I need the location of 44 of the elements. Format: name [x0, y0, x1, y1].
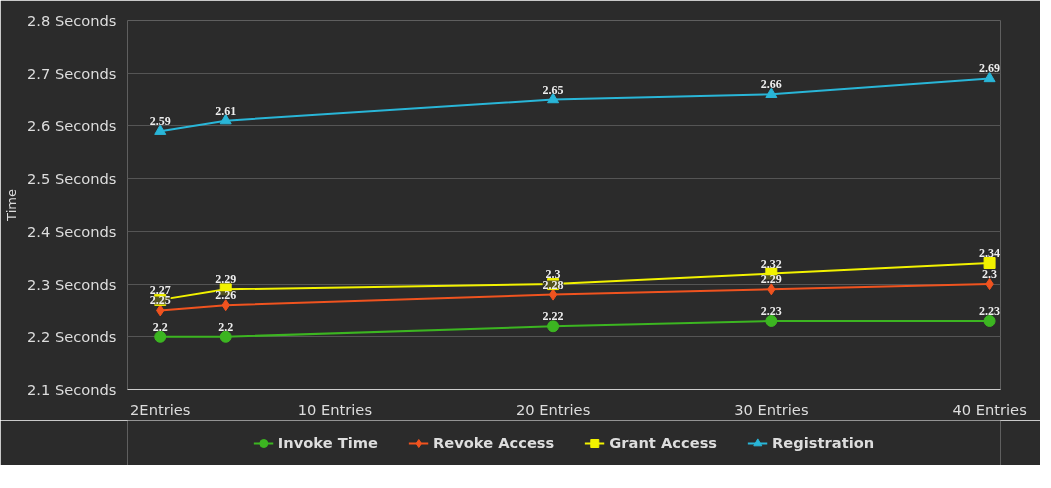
point — [154, 124, 167, 135]
legend-label: Revoke Access — [432, 434, 555, 451]
data-label: 2.2 — [218, 319, 234, 334]
point — [548, 288, 558, 301]
data-label: 2.61 — [215, 103, 237, 118]
y-tick-label: 2.4 Seconds — [26, 222, 117, 240]
x-tick-label: 20 Entries — [515, 400, 591, 418]
data-label: 2.26 — [215, 288, 237, 303]
y-tick-label: 2.8 Seconds — [26, 12, 117, 29]
legend-label: Registration — [772, 434, 875, 451]
data-label: 2.29 — [215, 272, 237, 287]
point — [154, 330, 167, 343]
point — [983, 71, 996, 83]
data-label: 2.34 — [979, 245, 1001, 260]
y-tick-label: 2.6 Seconds — [26, 117, 117, 135]
point — [765, 87, 778, 98]
data-label: 2.3 — [982, 267, 998, 282]
x-tick-label: 2Entries — [130, 400, 191, 418]
data-label: 2.29 — [760, 272, 782, 287]
data-label: 2.23 — [760, 303, 782, 318]
point — [983, 314, 996, 327]
x-tick-label: 30 Entries — [734, 400, 809, 418]
y-tick-label: 2.7 Seconds — [26, 64, 117, 82]
point — [547, 320, 560, 333]
y-axis-title: Time — [3, 189, 19, 222]
y-tick-label: 2.5 Seconds — [26, 170, 117, 188]
y-tick-label: 2.2 Seconds — [26, 328, 117, 346]
point — [219, 330, 232, 343]
data-label: 2.69 — [979, 61, 1001, 76]
legend-label: Invoke Time — [277, 434, 378, 451]
x-tick-label: 10 Entries — [297, 400, 373, 418]
y-tick-label: 2.3 Seconds — [26, 275, 117, 293]
data-label: 2.66 — [760, 77, 782, 92]
data-label: 2.23 — [979, 303, 1001, 318]
data-label: 2.2 — [152, 319, 168, 334]
point — [983, 256, 996, 269]
data-label: 2.65 — [542, 82, 564, 97]
point — [765, 314, 778, 327]
data-label: 2.32 — [760, 256, 782, 271]
legend-label: Grant Access — [609, 434, 718, 451]
y-tick-label: 2.1 Seconds — [26, 381, 117, 398]
x-tick-label: 40 Entries — [952, 400, 1027, 418]
data-label: 2.59 — [149, 114, 171, 129]
data-label: 2.22 — [542, 309, 564, 324]
